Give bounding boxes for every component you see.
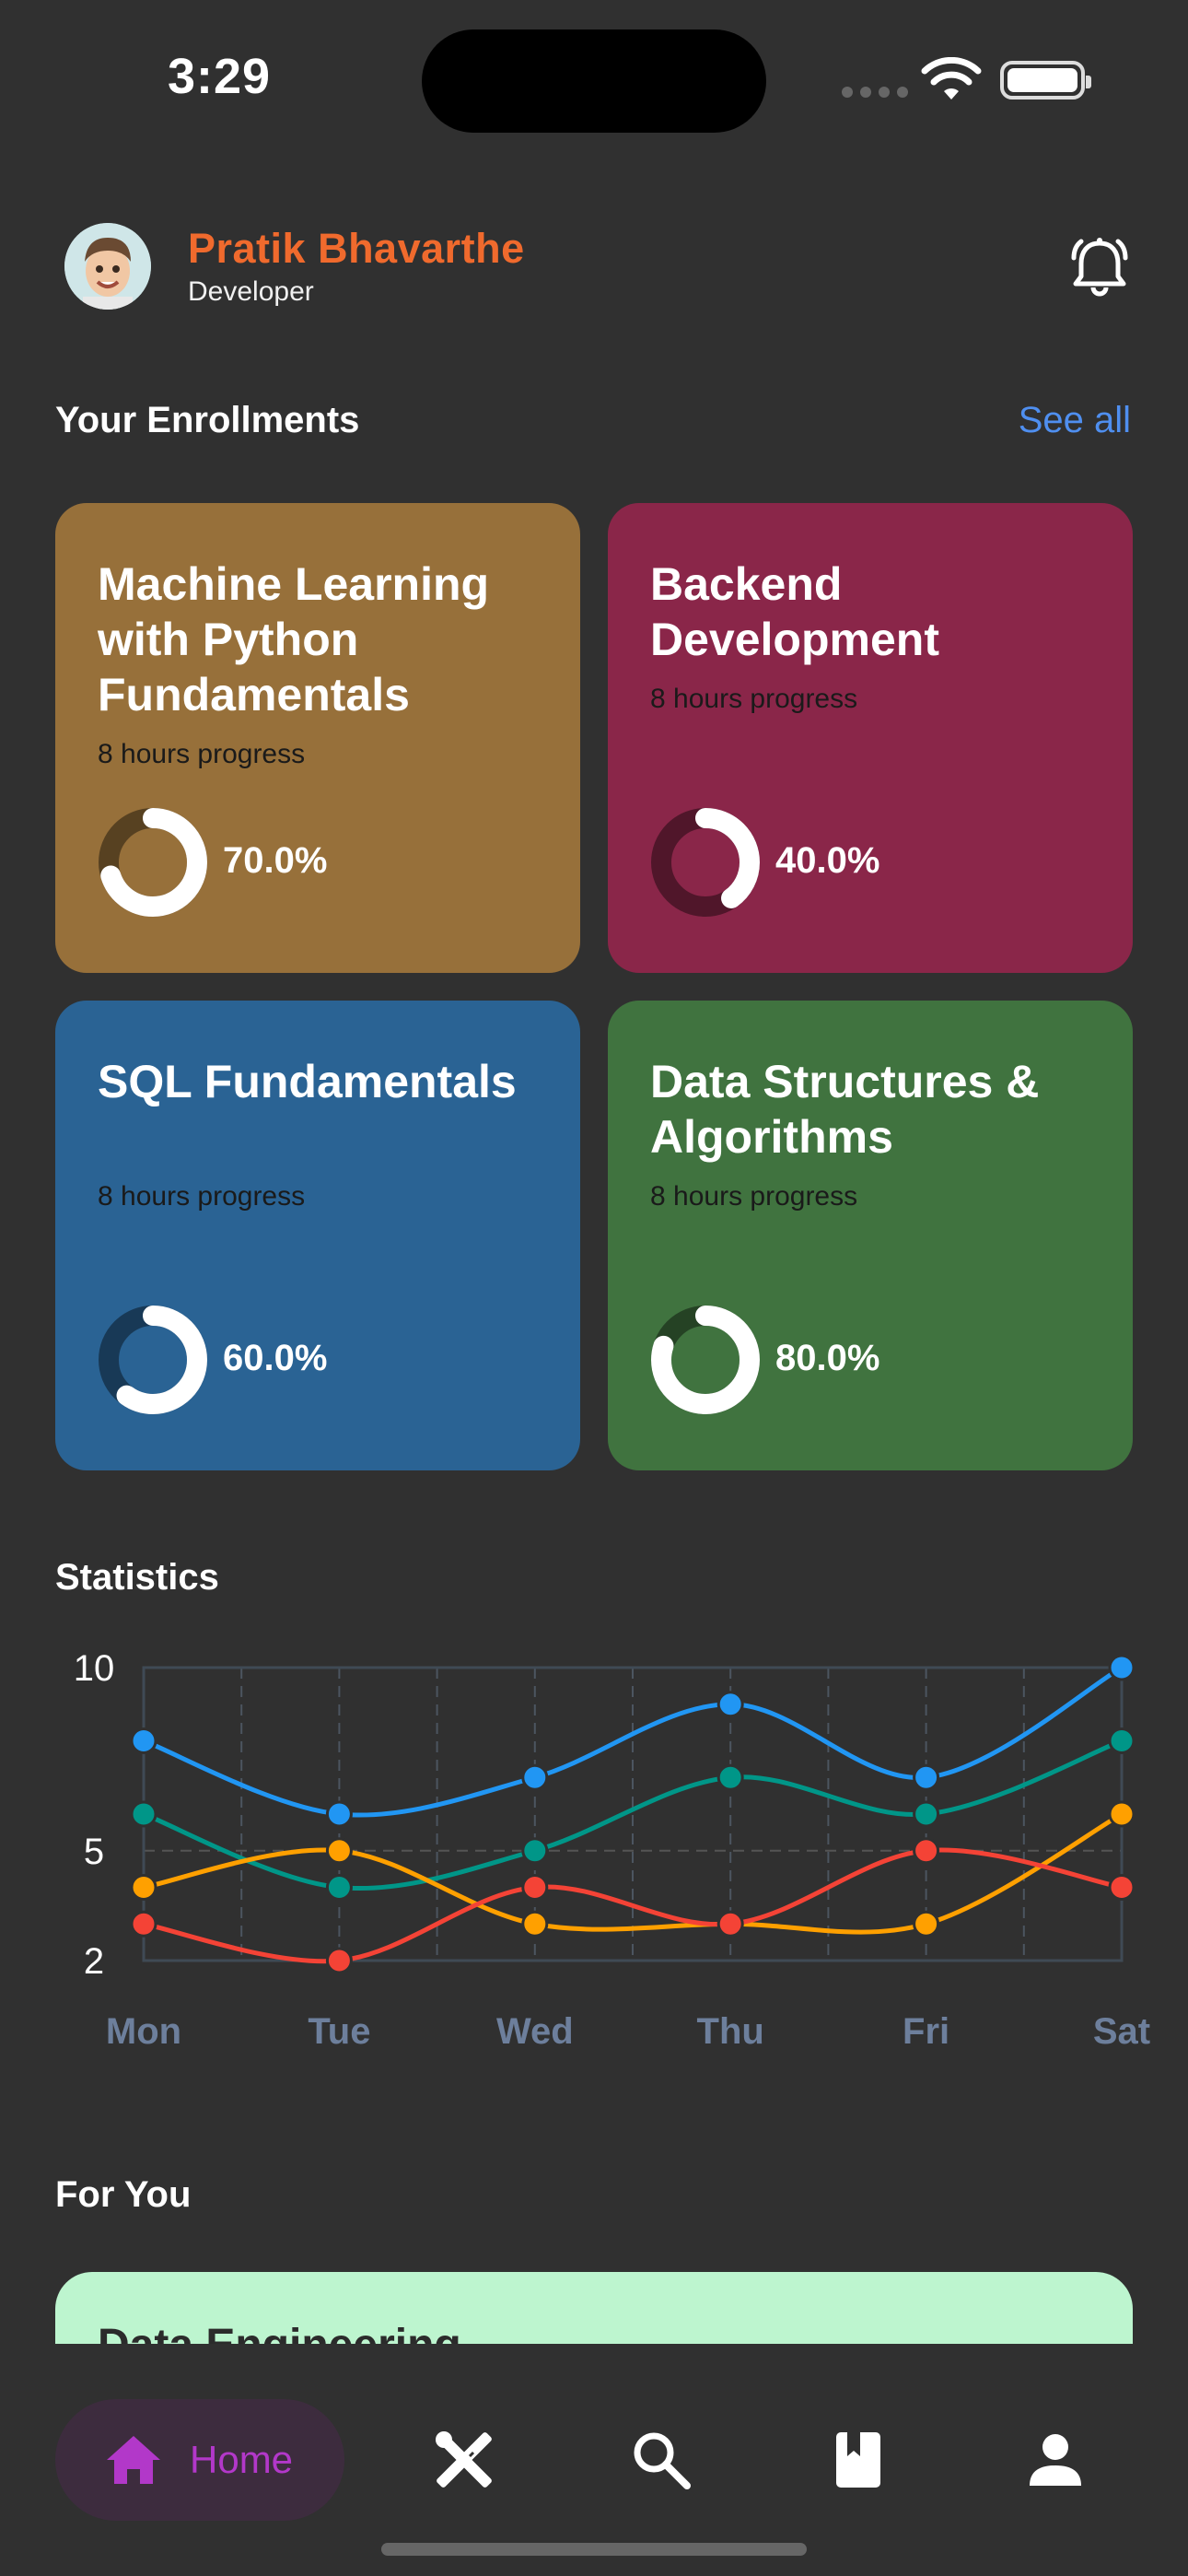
book-icon[interactable] <box>827 2429 890 2491</box>
avatar-face-icon <box>64 223 151 310</box>
series-point[interactable] <box>130 1727 157 1754</box>
series-line-1 <box>143 1665 1124 1818</box>
series-point[interactable] <box>913 1837 940 1865</box>
x-tick-label: Sat <box>1093 2011 1150 2052</box>
series-point[interactable] <box>1108 1874 1136 1901</box>
home-indicator <box>381 2543 807 2556</box>
avatar[interactable] <box>64 223 151 310</box>
search-icon[interactable] <box>630 2429 693 2491</box>
series-point[interactable] <box>913 1910 940 1938</box>
series-line-3 <box>143 1811 1124 1935</box>
series-point[interactable] <box>521 1874 549 1901</box>
enrollments-title: Your Enrollments <box>55 400 360 440</box>
course-title: Data Structures & Algorithms <box>650 1056 1040 1163</box>
course-percent: 70.0% <box>223 840 328 881</box>
nav-home-label: Home <box>190 2438 294 2481</box>
series-point[interactable] <box>716 1763 744 1791</box>
y-tick-label: 2 <box>84 1941 104 1982</box>
nav-home-tab[interactable]: Home <box>55 2399 344 2521</box>
for-you-title: For You <box>55 2174 192 2215</box>
series-point[interactable] <box>521 1837 549 1865</box>
progress-ring-fill <box>99 1306 207 1414</box>
series-point[interactable] <box>913 1763 940 1791</box>
series-point[interactable] <box>1108 1727 1136 1754</box>
series-point[interactable] <box>521 1763 549 1791</box>
see-all-link[interactable]: See all <box>1018 400 1131 440</box>
series-point[interactable] <box>716 1910 744 1938</box>
series-point[interactable] <box>325 1837 353 1865</box>
course-title: SQL Fundamentals <box>98 1056 517 1107</box>
status-time: 3:29 <box>168 49 272 104</box>
home-icon <box>107 2436 160 2484</box>
course-title: Machine Learning with Python Fundamental… <box>98 558 490 720</box>
x-tick-label: Fri <box>903 2011 949 2052</box>
series-line-4 <box>143 1847 1123 1964</box>
course-progress-label: 8 hours progress <box>650 684 858 714</box>
course-progress-label: 8 hours progress <box>98 739 306 769</box>
x-tick-label: Wed <box>496 2011 574 2052</box>
y-tick-label: 5 <box>84 1832 104 1872</box>
series-point[interactable] <box>1108 1654 1136 1681</box>
progress-ring <box>651 1306 760 1414</box>
tools-icon[interactable] <box>433 2429 495 2491</box>
progress-ring-fill <box>99 808 207 917</box>
series-point[interactable] <box>521 1910 549 1938</box>
chart-grid <box>142 1666 1124 1962</box>
series-point[interactable] <box>325 1800 353 1828</box>
series-point[interactable] <box>130 1910 157 1938</box>
course-card-dsa[interactable]: Data Structures & Algorithms 8 hours pro… <box>608 1001 1133 1470</box>
wifi-icon <box>921 57 982 100</box>
user-role: Developer <box>188 276 314 307</box>
course-card-sql[interactable]: SQL Fundamentals 8 hours progress 60.0% <box>55 1001 580 1470</box>
user-name: Pratik Bhavarthe <box>188 225 525 272</box>
course-progress-label: 8 hours progress <box>650 1181 858 1212</box>
course-progress-label: 8 hours progress <box>98 1181 306 1212</box>
y-tick-label: 10 <box>74 1648 115 1689</box>
progress-ring <box>99 808 207 917</box>
series-point[interactable] <box>130 1800 157 1828</box>
course-percent: 40.0% <box>775 840 880 881</box>
x-tick-label: Tue <box>308 2011 370 2052</box>
course-percent: 60.0% <box>223 1338 328 1378</box>
series-point[interactable] <box>130 1874 157 1901</box>
progress-ring <box>99 1306 207 1414</box>
course-card-backend[interactable]: Backend Development 8 hours progress 40.… <box>608 503 1133 973</box>
dynamic-island <box>422 29 766 133</box>
series-point[interactable] <box>1108 1800 1136 1828</box>
series-point[interactable] <box>716 1691 744 1718</box>
series-point[interactable] <box>325 1874 353 1901</box>
progress-ring-fill <box>651 1306 760 1414</box>
course-title: Backend Development <box>650 558 939 665</box>
series-point[interactable] <box>913 1800 940 1828</box>
series-point[interactable] <box>325 1947 353 1974</box>
x-tick-label: Thu <box>697 2011 764 2052</box>
course-percent: 80.0% <box>775 1338 880 1378</box>
person-icon[interactable] <box>1024 2429 1087 2491</box>
battery-icon <box>1000 61 1091 100</box>
course-card-ml[interactable]: Machine Learning with Python Fundamental… <box>55 503 580 973</box>
notification-bell-icon[interactable] <box>1065 234 1135 304</box>
statistics-title: Statistics <box>55 1557 219 1598</box>
statistics-line-chart: 2 5 10 Mon Tue Wed Thu Fri Sat <box>74 1648 1150 2052</box>
progress-ring-fill <box>651 808 760 917</box>
progress-ring <box>651 808 760 917</box>
series-line-2 <box>143 1739 1123 1891</box>
x-tick-label: Mon <box>106 2011 181 2052</box>
cellular-signal-icon <box>842 87 908 98</box>
